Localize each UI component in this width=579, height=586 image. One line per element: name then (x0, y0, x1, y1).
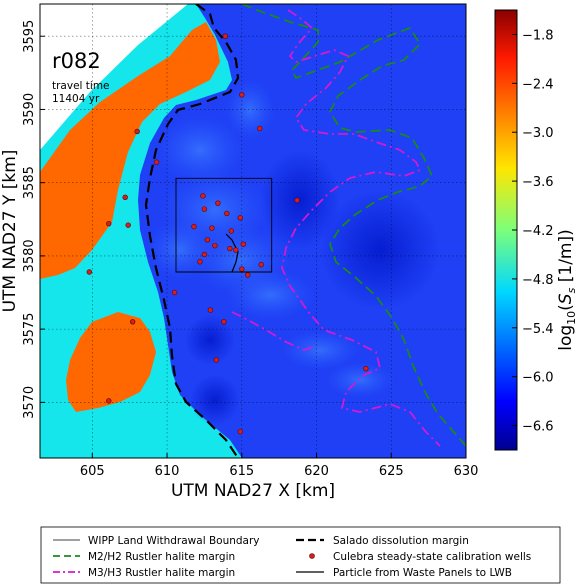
well-point-16 (228, 228, 235, 234)
well-point-35 (237, 428, 243, 435)
colorbar-tick-label-2: −3.0 (522, 126, 554, 141)
colorbar-tick-label-0: −1.8 (522, 28, 554, 43)
legend-label-wipp: WIPP Land Withdrawal Boundary (88, 535, 260, 547)
travel-time-label: travel time (52, 80, 110, 92)
grid (40, 4, 466, 458)
y-tick-label-4: 3590 (22, 93, 37, 126)
well-point-11 (215, 200, 221, 206)
well-point-2 (134, 128, 140, 135)
colorbar-tick-label-6: −5.4 (522, 322, 554, 337)
well-point-27 (171, 289, 178, 296)
well-point-22 (201, 251, 208, 258)
y-axis-ticks: 3570 3575 3580 3585 3590 3595 (22, 20, 45, 419)
colorbar-tick-label-1: −2.4 (522, 77, 554, 92)
well-point-8 (106, 220, 112, 227)
well-point-29 (221, 319, 227, 325)
well-point-12 (224, 210, 230, 217)
colorbar-tick-label-5: −4.8 (522, 273, 554, 288)
x-tick-label-1: 610 (155, 464, 180, 479)
well-point-13 (237, 215, 243, 221)
well-point-14 (191, 223, 197, 230)
field-orange-lower (66, 312, 156, 412)
colorbar-tick-label-8: −6.6 (522, 420, 554, 435)
wipp-land-withdrawal-boundary (175, 177, 273, 273)
well-point-31 (129, 319, 136, 325)
well-point-26 (258, 261, 264, 268)
legend-label-particle: Particle from Waste Panels to LWB (333, 567, 512, 579)
legend-box (40, 526, 561, 584)
calibration-wells (86, 33, 369, 435)
m3-h3-halite-margin-inner (231, 311, 317, 351)
well-point-34 (106, 398, 112, 404)
well-point-0 (222, 33, 229, 39)
well-point-17 (204, 237, 211, 243)
well-point-9 (125, 222, 131, 228)
x-axis-label: UTM NAD27 X [km] (171, 481, 335, 501)
realization-label: r082 (52, 49, 101, 73)
legend-label-m2h2: M2/H2 Rustler halite margin (88, 551, 235, 563)
well-point-4 (153, 159, 160, 165)
field-light-streaks (145, 80, 440, 425)
well-point-20 (233, 247, 239, 253)
well-point-25 (245, 272, 251, 278)
well-point-6 (200, 193, 206, 199)
x-axis-ticks: 605 610 615 620 625 630 (80, 453, 479, 479)
legend-swatch-wells (309, 553, 315, 559)
y-tick-label-5: 3595 (22, 20, 37, 53)
well-point-32 (213, 357, 220, 363)
y-axis-label: UTM NAD27 Y [km] (0, 150, 20, 313)
x-tick-label-0: 605 (80, 464, 105, 479)
well-point-24 (239, 266, 245, 272)
y-tick-label-0: 3570 (22, 386, 37, 419)
well-point-7 (294, 197, 300, 203)
colorbar-ticks: −1.8 −2.4 −3.0 −3.6 −4.2 −4.8 −5.4 −6.0 −6.6 (512, 28, 554, 435)
x-tick-label-5: 630 (454, 464, 479, 479)
y-tick-label-2: 3580 (22, 239, 37, 272)
colorbar-tick-label-3: −3.6 (522, 175, 554, 190)
travel-time-value: 11404 yr (52, 93, 100, 105)
legend-label-m3h3: M3/H3 Rustler halite margin (88, 567, 235, 579)
well-point-10 (201, 206, 208, 212)
well-point-30 (86, 269, 93, 275)
plot-frame (39, 3, 467, 459)
well-point-28 (207, 307, 214, 313)
well-point-33 (363, 365, 369, 372)
well-point-18 (212, 242, 218, 249)
m3-h3-halite-margin (281, 9, 441, 447)
well-point-3 (257, 125, 263, 132)
well-point-23 (197, 259, 203, 265)
colorbar-tick-label-4: −4.2 (522, 224, 554, 239)
well-point-1 (239, 92, 245, 98)
well-point-15 (209, 225, 215, 231)
particle-path (225, 233, 239, 273)
colorbar-label: log10(Ss [1/m]) (556, 229, 578, 351)
legend-label-salado: Salado dissolution margin (333, 535, 469, 547)
m2-h2-halite-margin (241, 4, 466, 447)
heatmap-field (40, 4, 466, 458)
field-white-corner (40, 4, 188, 150)
x-tick-label-2: 615 (229, 464, 254, 479)
field-orange-region (40, 22, 220, 279)
colorbar-tick-label-7: −6.0 (522, 371, 554, 386)
well-point-5 (122, 194, 128, 201)
salado-dissolution-margin (144, 4, 240, 458)
x-tick-label-3: 620 (304, 464, 329, 479)
well-point-19 (227, 245, 233, 252)
y-tick-label-3: 3585 (22, 166, 37, 199)
well-point-21 (240, 241, 246, 247)
x-tick-label-4: 625 (379, 464, 404, 479)
legend-label-wells: Culebra steady-state calibration wells (333, 551, 531, 563)
y-tick-label-1: 3575 (22, 313, 37, 346)
legend: WIPP Land Withdrawal Boundary Salado dis… (40, 526, 561, 584)
